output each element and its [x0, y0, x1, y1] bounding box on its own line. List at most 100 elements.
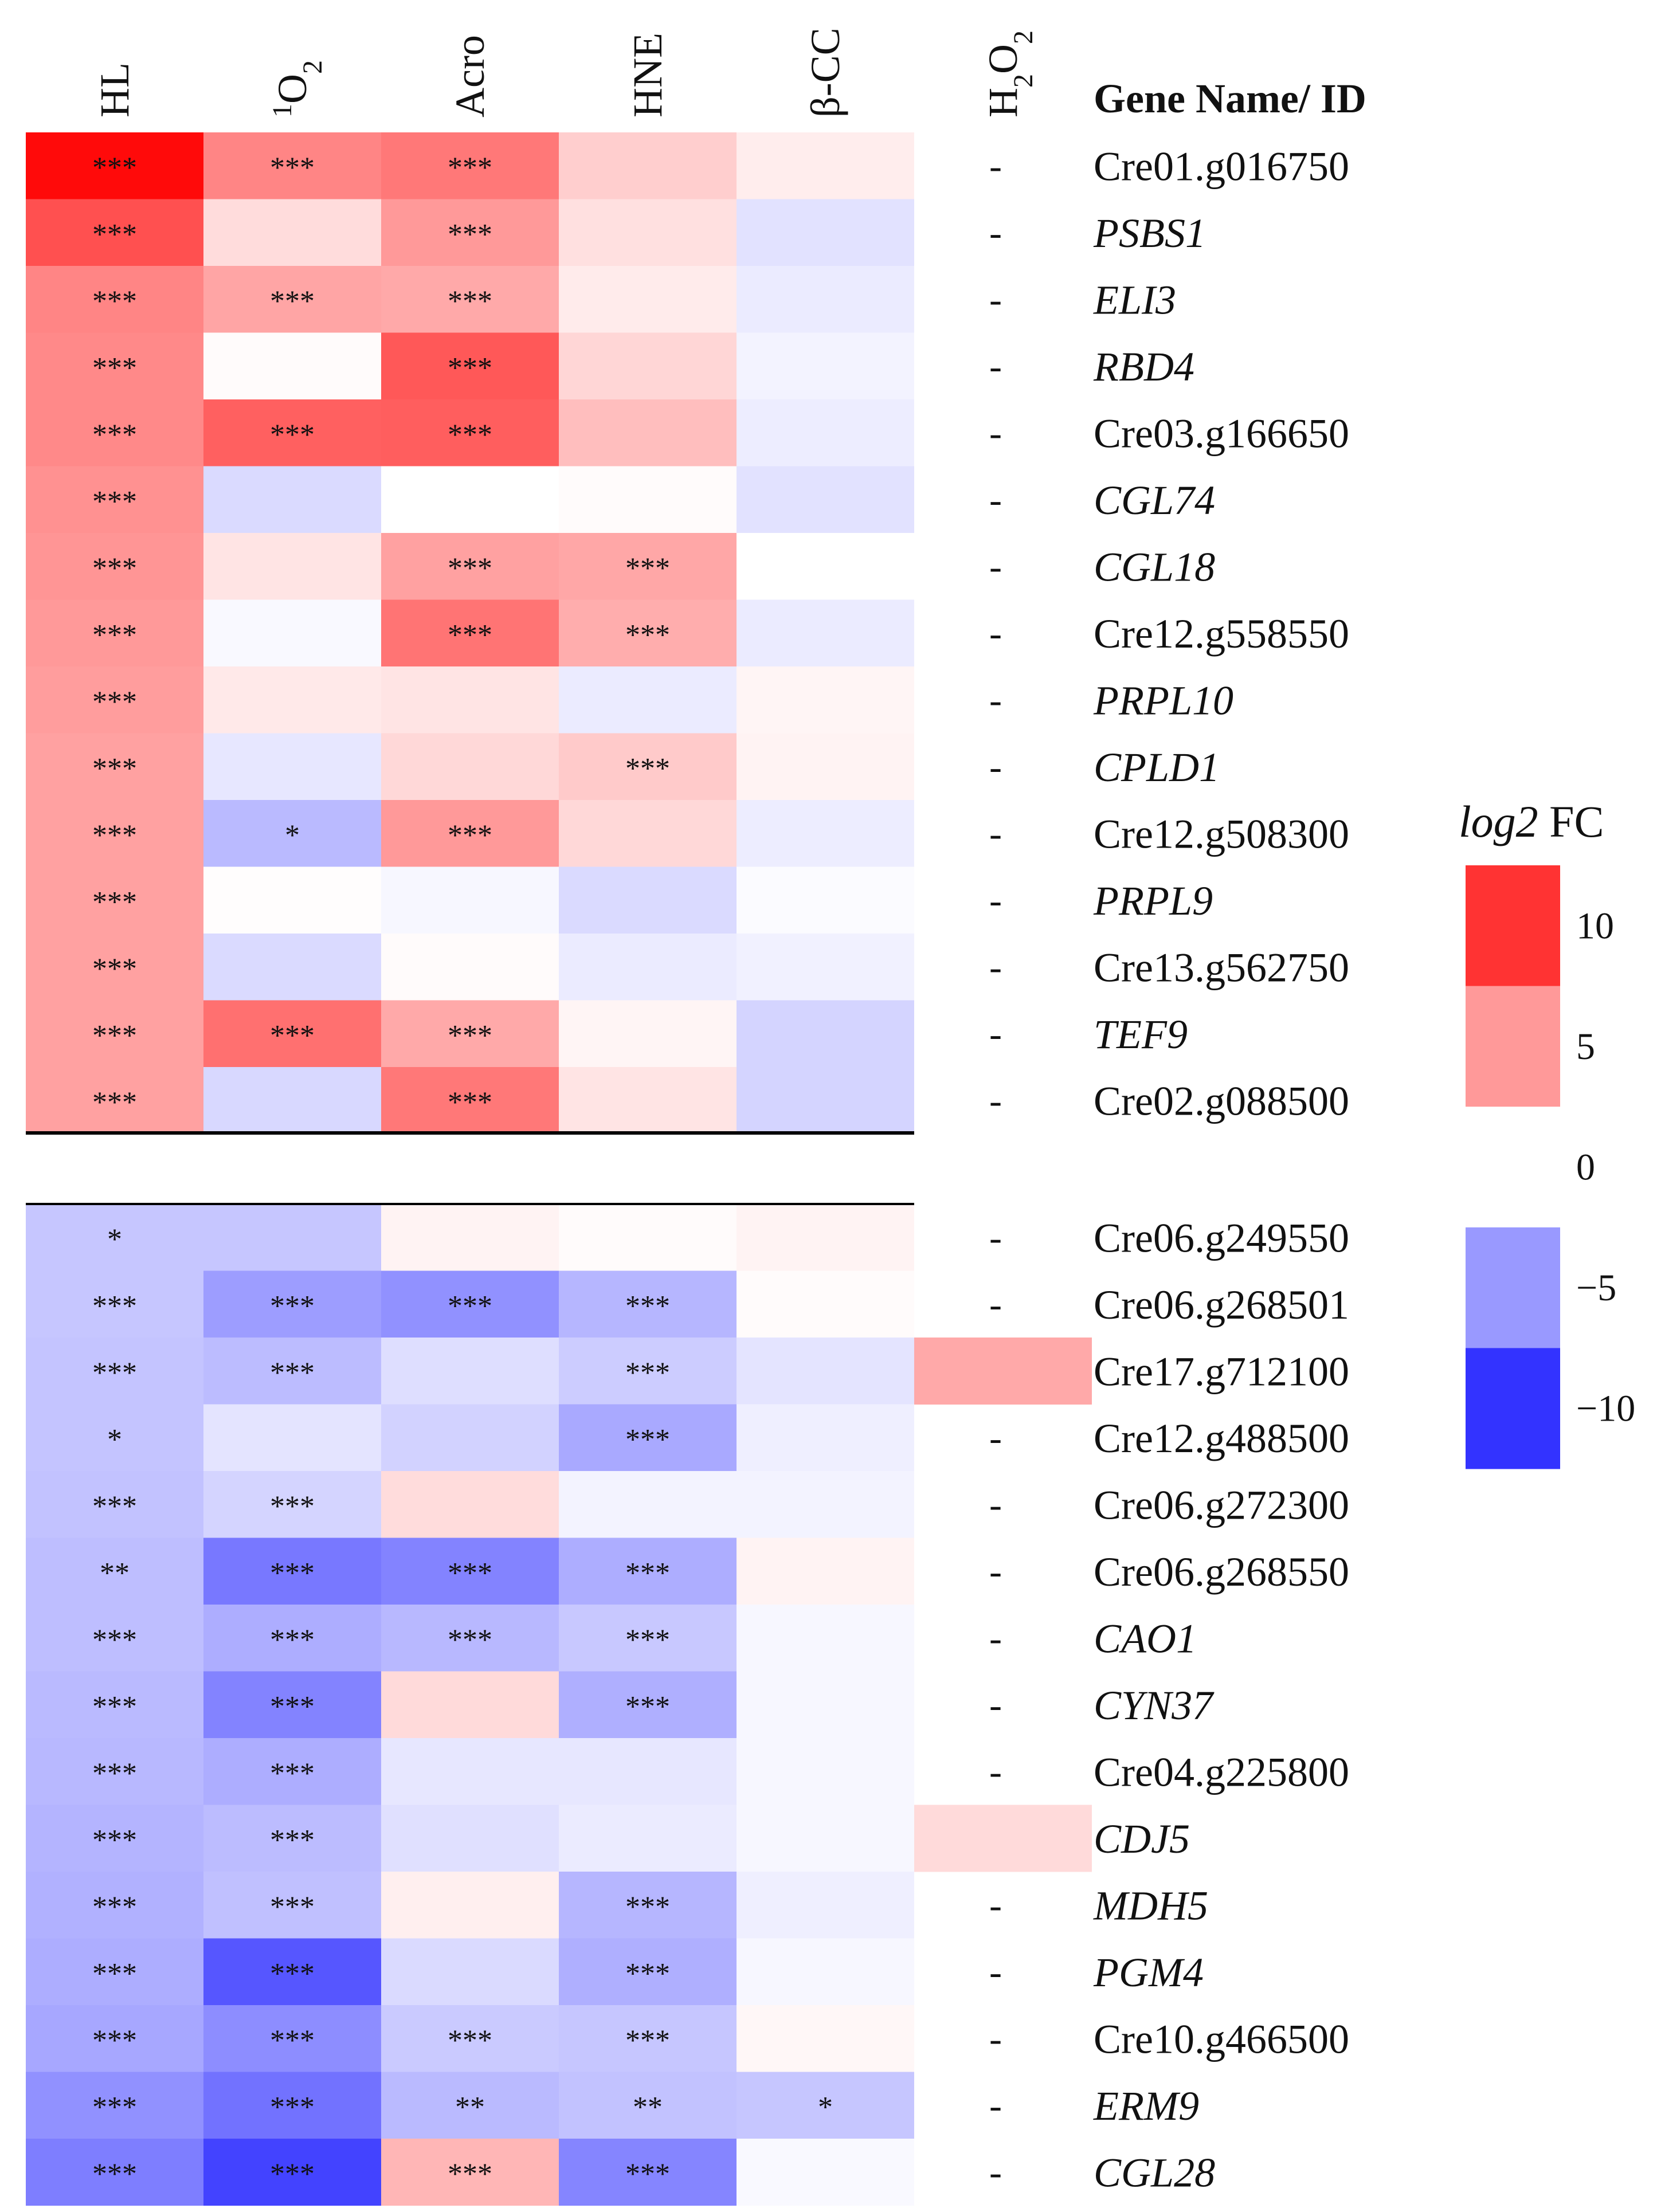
gene-label: MDH5: [1093, 1882, 1208, 1928]
significance-label: ***: [448, 352, 492, 385]
significance-label: *: [107, 1223, 122, 1256]
heatmap-cell: [203, 934, 381, 1001]
significance-label: ***: [92, 1490, 137, 1523]
heatmap-cell: [26, 2005, 203, 2072]
gene-label: RBD4: [1093, 344, 1194, 390]
heatmap-cell: [203, 1538, 381, 1605]
heatmap-cell: [381, 599, 559, 667]
heatmap-cell: [737, 1204, 914, 1271]
heatmap-cell: [26, 2139, 203, 2206]
heatmap-cell: [737, 1805, 914, 1872]
heatmap-cell: [26, 332, 203, 400]
no-data-dash: -: [989, 1884, 1002, 1926]
heatmap-cell: [381, 733, 559, 801]
gene-label: Cre10.g466500: [1094, 2016, 1349, 2062]
heatmap-cell: [737, 1738, 914, 1805]
significance-label: ***: [92, 1757, 137, 1790]
heatmap-cell: [203, 2139, 381, 2206]
heatmap-cell: [381, 266, 559, 333]
heatmap-cell: [381, 866, 559, 934]
significance-label: ***: [448, 1623, 492, 1656]
significance-label: ***: [92, 685, 137, 718]
heatmap-cell: [26, 466, 203, 534]
significance-label: ***: [92, 1290, 137, 1323]
heatmap-cell: [203, 266, 381, 333]
heatmap-cell: [559, 1338, 737, 1405]
heatmap-cell: [559, 733, 737, 801]
legend-tick-label: −10: [1576, 1388, 1635, 1430]
heatmap-cell: [737, 1067, 914, 1134]
significance-label: ***: [270, 1691, 315, 1723]
heatmap-cell: [26, 1605, 203, 1672]
significance-label: ***: [92, 552, 137, 585]
significance-label: ***: [270, 2024, 315, 2057]
heatmap-cell: [559, 466, 737, 534]
no-data-dash: -: [989, 546, 1002, 587]
heatmap-cell: [559, 199, 737, 266]
heatmap-cell: [559, 132, 737, 199]
heatmap-cell: [203, 132, 381, 199]
heatmap-cell: [26, 399, 203, 466]
significance-label: ***: [448, 1557, 492, 1590]
significance-label: ***: [92, 2158, 137, 2190]
significance-label: ***: [92, 218, 137, 251]
gene-label: CGL74: [1094, 477, 1215, 523]
heatmap-cell: [381, 1067, 559, 1134]
no-data-dash: -: [989, 1284, 1002, 1325]
no-data-dash: -: [989, 1617, 1002, 1659]
significance-label: ***: [270, 1019, 315, 1052]
heatmap-cell: [203, 666, 381, 734]
heatmap-cell: [737, 733, 914, 801]
gene-label: Cre02.g088500: [1094, 1078, 1349, 1124]
significance-label: ***: [625, 1958, 670, 1990]
gene-label: TEF9: [1094, 1011, 1188, 1057]
heatmap-cell: [26, 1538, 203, 1605]
heatmap-cell: [26, 866, 203, 934]
heatmap-cell: [203, 1671, 381, 1739]
no-data-dash: -: [989, 946, 1002, 988]
heatmap-cell: [559, 1067, 737, 1134]
no-data-dash: -: [989, 1684, 1002, 1726]
heatmap-cell: [203, 1000, 381, 1068]
significance-label: ***: [448, 2024, 492, 2057]
significance-label: ***: [270, 418, 315, 451]
significance-label: *: [818, 2091, 833, 2124]
significance-label: ***: [625, 2158, 670, 2190]
heatmap-cell: [381, 1738, 559, 1805]
heatmap-cell: [559, 1671, 737, 1739]
heatmap-cell: [737, 1338, 914, 1405]
heatmap-cell: [203, 1270, 381, 1338]
heatmap-cell: [559, 1404, 737, 1472]
significance-label: ***: [92, 1019, 137, 1052]
heatmap-cell: [381, 1471, 559, 1538]
gene-label: Cre12.g508300: [1094, 811, 1349, 857]
significance-label: ***: [270, 151, 315, 184]
gene-label: PGM4: [1093, 1950, 1204, 1995]
heatmap-cell: [737, 1404, 914, 1472]
heatmap-cell: [203, 332, 381, 400]
heatmap-cell: [559, 599, 737, 667]
heatmap-cell: [559, 2139, 737, 2206]
column-header: HL: [92, 62, 138, 117]
gene-label: ELI3: [1093, 277, 1176, 323]
heatmap-cell: [737, 266, 914, 333]
gene-label: Cre03.g166650: [1094, 410, 1349, 456]
no-data-dash: -: [989, 1551, 1002, 1593]
heatmap-cell: [737, 466, 914, 534]
heatmap-cell: [559, 266, 737, 333]
heatmap-cell: [203, 733, 381, 801]
significance-label: ***: [625, 1623, 670, 1656]
heatmap-cell: [737, 1671, 914, 1739]
gene-label: CDJ5: [1094, 1816, 1190, 1862]
heatmap-cell: [559, 2072, 737, 2139]
gene-label: PRPL9: [1093, 878, 1213, 924]
significance-label: ***: [270, 1958, 315, 1990]
heatmap-cell: [914, 1805, 1092, 1872]
legend-color-band: [1466, 1107, 1560, 1228]
heatmap-cell: [737, 1605, 914, 1672]
heatmap-cell: [26, 1067, 203, 1134]
heatmap-cell: [559, 666, 737, 734]
heatmap-cell: [203, 599, 381, 667]
significance-label: ***: [625, 1423, 670, 1456]
